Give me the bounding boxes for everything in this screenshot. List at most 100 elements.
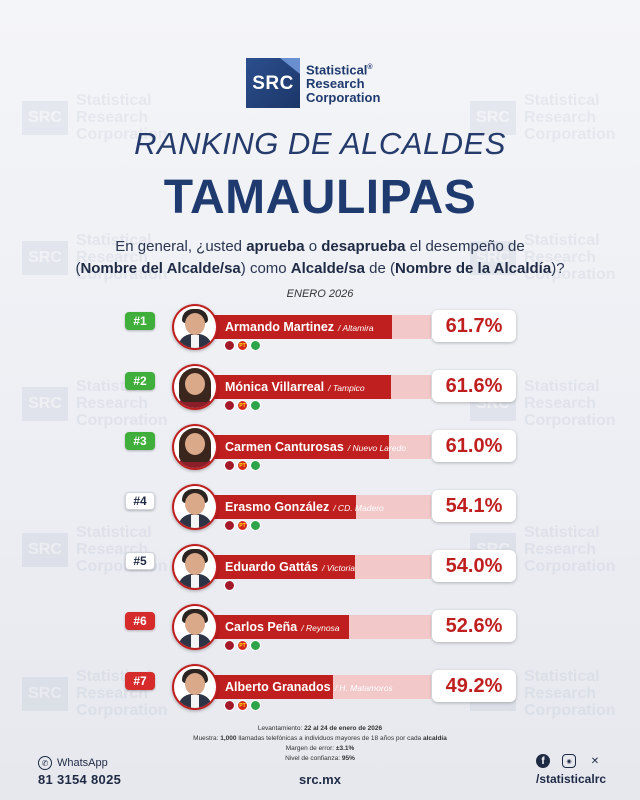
bar-track: Carlos Peña / Reynosa bbox=[195, 615, 431, 639]
party-logos: PT bbox=[224, 340, 261, 351]
pvem-logo bbox=[250, 520, 261, 531]
mayor-name: Eduardo Gattás bbox=[225, 560, 319, 574]
mayor-avatar bbox=[172, 304, 218, 350]
ranking-row: #7 Alberto Granados / H. Matamoros 49.2% PT bbox=[0, 662, 640, 714]
morena-logo bbox=[224, 400, 235, 411]
party-logos: PT bbox=[224, 640, 261, 651]
bar bbox=[195, 615, 349, 639]
rank-badge: #6 bbox=[125, 612, 155, 630]
mayor-avatar bbox=[172, 664, 218, 710]
mayor-label: Armando Martinez / Altamira bbox=[225, 315, 374, 339]
pvem-logo bbox=[250, 400, 261, 411]
rank-badge: #3 bbox=[125, 432, 155, 450]
website-link[interactable]: src.mx bbox=[299, 772, 341, 787]
whatsapp-icon: ✆ bbox=[38, 756, 52, 770]
bar-track: Mónica Villarreal / Tampico bbox=[195, 375, 431, 399]
bar bbox=[195, 375, 392, 399]
rank-badge: #7 bbox=[125, 672, 155, 690]
mayor-label: Carmen Canturosas / Nuevo Laredo bbox=[225, 435, 406, 459]
ranking-row: #2 Mónica Villarreal / Tampico 61.6% PT bbox=[0, 362, 640, 414]
morena-logo bbox=[224, 340, 235, 351]
rank-badge: #5 bbox=[125, 552, 155, 570]
bar-track: Eduardo Gattás / Victoria bbox=[195, 555, 431, 579]
morena-logo bbox=[224, 640, 235, 651]
pt-logo: PT bbox=[237, 520, 248, 531]
social-handle[interactable]: /statisticalrc bbox=[536, 772, 607, 786]
mayor-label: Erasmo González / CD. Madero bbox=[225, 495, 384, 519]
mayor-avatar bbox=[172, 364, 218, 410]
pt-logo: PT bbox=[237, 400, 248, 411]
facebook-icon[interactable]: f bbox=[536, 754, 550, 768]
pt-logo: PT bbox=[237, 700, 248, 711]
phone-number[interactable]: 81 3154 8025 bbox=[38, 772, 122, 787]
pt-logo: PT bbox=[237, 640, 248, 651]
bar-track: Armando Martinez / Altamira bbox=[195, 315, 431, 339]
bar bbox=[195, 495, 356, 519]
bar bbox=[195, 555, 356, 579]
whatsapp-link[interactable]: ✆ WhatsApp bbox=[38, 756, 108, 770]
bar-track: Erasmo González / CD. Madero bbox=[195, 495, 431, 519]
ranking-row: #1 Armando Martinez / Altamira 61.7% PT bbox=[0, 302, 640, 354]
morena-logo bbox=[224, 700, 235, 711]
mayor-avatar bbox=[172, 604, 218, 650]
municipality-name: / H. Matamoros bbox=[334, 683, 393, 693]
bar bbox=[195, 435, 389, 459]
municipality-name: / Nuevo Laredo bbox=[347, 443, 406, 453]
morena-logo bbox=[224, 520, 235, 531]
rank-badge: #1 bbox=[125, 312, 155, 330]
mayor-name: Carlos Peña bbox=[225, 620, 298, 634]
mayor-name: Carmen Canturosas bbox=[225, 440, 344, 454]
instagram-icon[interactable]: ◉ bbox=[562, 754, 576, 768]
mayor-label: Mónica Villarreal / Tampico bbox=[225, 375, 365, 399]
pvem-logo bbox=[250, 700, 261, 711]
methodology-notes: Levantamiento: 22 al 24 de enero de 2026… bbox=[193, 725, 447, 762]
municipality-name: / CD. Madero bbox=[333, 503, 384, 513]
municipality-name: / Reynosa bbox=[301, 623, 340, 633]
x-icon[interactable]: ✕ bbox=[590, 755, 600, 767]
ranking-row: #5 Eduardo Gattás / Victoria 54.0% bbox=[0, 542, 640, 594]
survey-date: ENERO 2026 bbox=[286, 288, 354, 300]
approval-value: 61.7% bbox=[432, 310, 516, 342]
morena-logo bbox=[224, 580, 235, 591]
mayor-label: Alberto Granados / H. Matamoros bbox=[225, 675, 393, 699]
chart-title: RANKING DE ALCALDES bbox=[134, 126, 506, 161]
pvem-logo bbox=[250, 460, 261, 471]
pt-logo: PT bbox=[237, 460, 248, 471]
ranking-row: #3 Carmen Canturosas / Nuevo Laredo 61.0% PT bbox=[0, 422, 640, 474]
brand-name: Statistical® Research Corporation bbox=[306, 62, 381, 106]
party-logos: PT bbox=[224, 520, 261, 531]
morena-logo bbox=[224, 460, 235, 471]
pvem-logo bbox=[250, 640, 261, 651]
party-logos bbox=[224, 580, 235, 591]
pvem-logo bbox=[250, 340, 261, 351]
approval-value: 54.0% bbox=[432, 550, 516, 582]
approval-value: 54.1% bbox=[432, 490, 516, 522]
approval-value: 61.6% bbox=[432, 370, 516, 402]
municipality-name: / Victoria bbox=[322, 563, 355, 573]
party-logos: PT bbox=[224, 400, 261, 411]
mayor-avatar bbox=[172, 424, 218, 470]
src-logo: SRC Statistical® Research Corporation bbox=[246, 58, 380, 108]
mayor-avatar bbox=[172, 484, 218, 530]
pt-logo: PT bbox=[237, 340, 248, 351]
mayor-name: Armando Martinez bbox=[225, 320, 335, 334]
chart-subtitle: TAMAULIPAS bbox=[163, 171, 477, 224]
rank-badge: #4 bbox=[125, 492, 155, 510]
bar bbox=[195, 315, 392, 339]
mayor-label: Eduardo Gattás / Victoria bbox=[225, 555, 355, 579]
bar-track: Carmen Canturosas / Nuevo Laredo bbox=[195, 435, 431, 459]
ranking-row: #4 Erasmo González / CD. Madero 54.1% PT bbox=[0, 482, 640, 534]
approval-value: 49.2% bbox=[432, 670, 516, 702]
survey-question: En general, ¿usted aprueba o desaprueba … bbox=[75, 238, 565, 277]
municipality-name: / Tampico bbox=[328, 383, 365, 393]
social-icons: f ◉ ✕ bbox=[536, 754, 602, 768]
mayor-name: Mónica Villarreal bbox=[225, 380, 325, 394]
rank-badge: #2 bbox=[125, 372, 155, 390]
ranking-row: #6 Carlos Peña / Reynosa 52.6% PT bbox=[0, 602, 640, 654]
